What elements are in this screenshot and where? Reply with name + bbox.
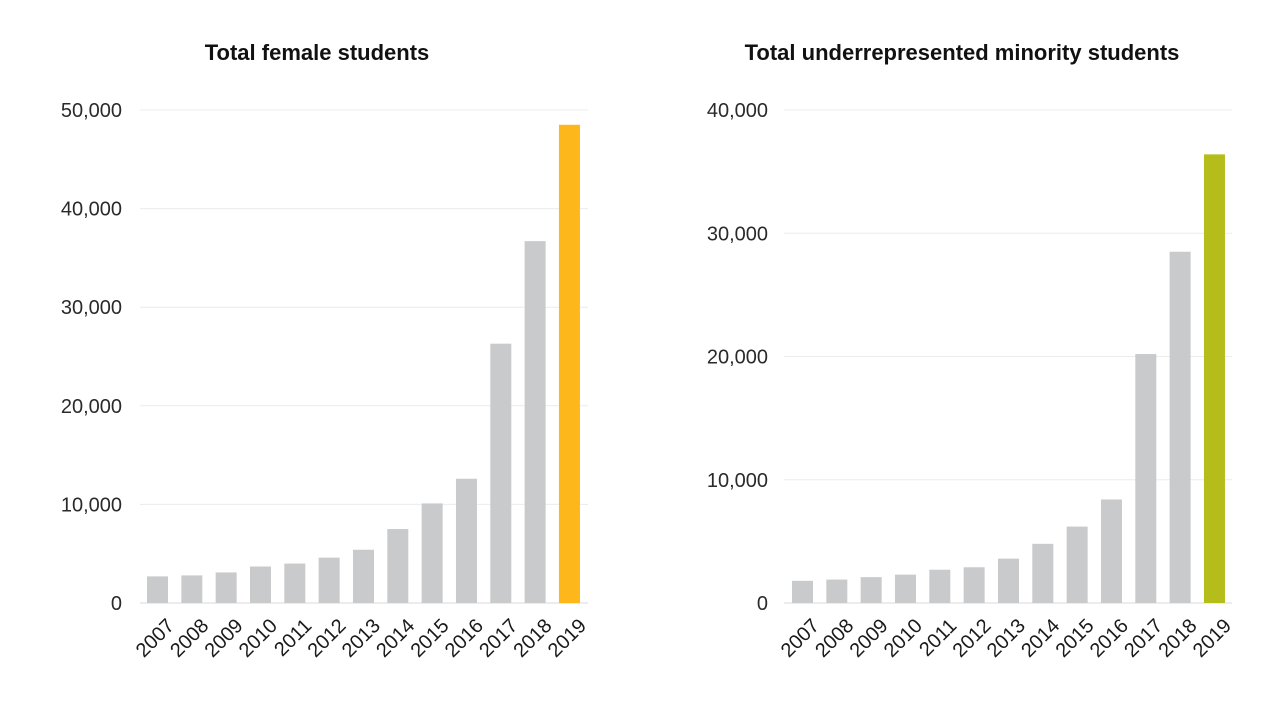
x-tick-label: 2015: [407, 615, 454, 662]
bar-2009: [860, 577, 882, 603]
x-tick-label: 2013: [983, 615, 1030, 662]
bar-2017: [1135, 354, 1157, 603]
bar-2008: [181, 575, 203, 603]
bar-2015: [421, 503, 443, 603]
highlight-bar-2019: [558, 124, 580, 603]
x-tick-label: 2019: [544, 615, 591, 662]
y-tick-label: 50,000: [61, 100, 122, 122]
x-tick-label: 2014: [372, 615, 419, 662]
bar-2017: [490, 343, 512, 603]
x-tick-label: 2010: [235, 615, 282, 662]
chart-1: Total female students 0 10,000 20,000 30,000…: [61, 40, 591, 662]
bar-2010: [249, 566, 271, 603]
y-tick-label: 20,000: [707, 347, 768, 369]
bar-2007: [147, 576, 168, 603]
bar-2011: [929, 569, 951, 603]
bar-2016: [455, 478, 477, 603]
x-tick-label: 2011: [915, 615, 961, 661]
bar-2007: [792, 580, 813, 603]
y-tick-label: 30,000: [707, 223, 768, 245]
chart-2: Total underrepresented minority students…: [707, 40, 1236, 662]
bar-2018: [524, 241, 546, 603]
x-tick-label: 2012: [304, 615, 351, 662]
y-tick-label: 20,000: [61, 396, 122, 418]
x-tick-label: 2007: [132, 615, 179, 662]
x-tick-label: 2013: [338, 615, 385, 662]
x-tick-label: 2016: [441, 615, 488, 662]
highlight-bar-2019: [1203, 154, 1225, 603]
bar-2012: [318, 557, 340, 603]
y-tick-label: 40,000: [61, 199, 122, 221]
y-tick-label: 0: [111, 593, 122, 615]
x-tick-label: 2015: [1052, 615, 1099, 662]
x-tick-label: 2019: [1189, 615, 1236, 662]
x-tick-label: 2018: [1155, 615, 1202, 662]
x-tick-label: 2017: [475, 615, 522, 662]
bar-2014: [1032, 543, 1054, 603]
bar-2016: [1100, 499, 1122, 603]
y-tick-label: 10,000: [707, 470, 768, 492]
bar-2014: [387, 529, 409, 603]
y-tick-label: 40,000: [707, 100, 768, 122]
chart-title: Total underrepresented minority students: [745, 40, 1180, 65]
bar-2010: [894, 574, 916, 603]
x-tick-label: 2017: [1120, 615, 1167, 662]
x-tick-label: 2014: [1017, 615, 1064, 662]
x-tick-label: 2012: [949, 615, 996, 662]
y-tick-label: 10,000: [61, 494, 122, 516]
x-tick-label: 2018: [510, 615, 557, 662]
x-tick-label: 2010: [880, 615, 927, 662]
bar-2011: [284, 563, 306, 603]
bar-2013: [352, 549, 374, 603]
bar-2008: [826, 579, 848, 603]
x-tick-label: 2016: [1086, 615, 1133, 662]
bar-2013: [997, 558, 1019, 603]
y-tick-label: 0: [757, 593, 768, 615]
x-tick-label: 2009: [846, 615, 893, 662]
bar-2012: [963, 567, 985, 603]
y-tick-label: 30,000: [61, 297, 122, 319]
x-tick-label: 2008: [811, 615, 858, 662]
x-tick-label: 2008: [166, 615, 213, 662]
bar-2018: [1169, 251, 1191, 604]
bar-2015: [1066, 526, 1088, 603]
x-tick-label: 2011: [270, 615, 316, 661]
x-tick-label: 2007: [777, 615, 824, 662]
x-tick-label: 2009: [201, 615, 248, 662]
chart-title: Total female students: [205, 40, 430, 65]
bar-2009: [215, 572, 237, 603]
